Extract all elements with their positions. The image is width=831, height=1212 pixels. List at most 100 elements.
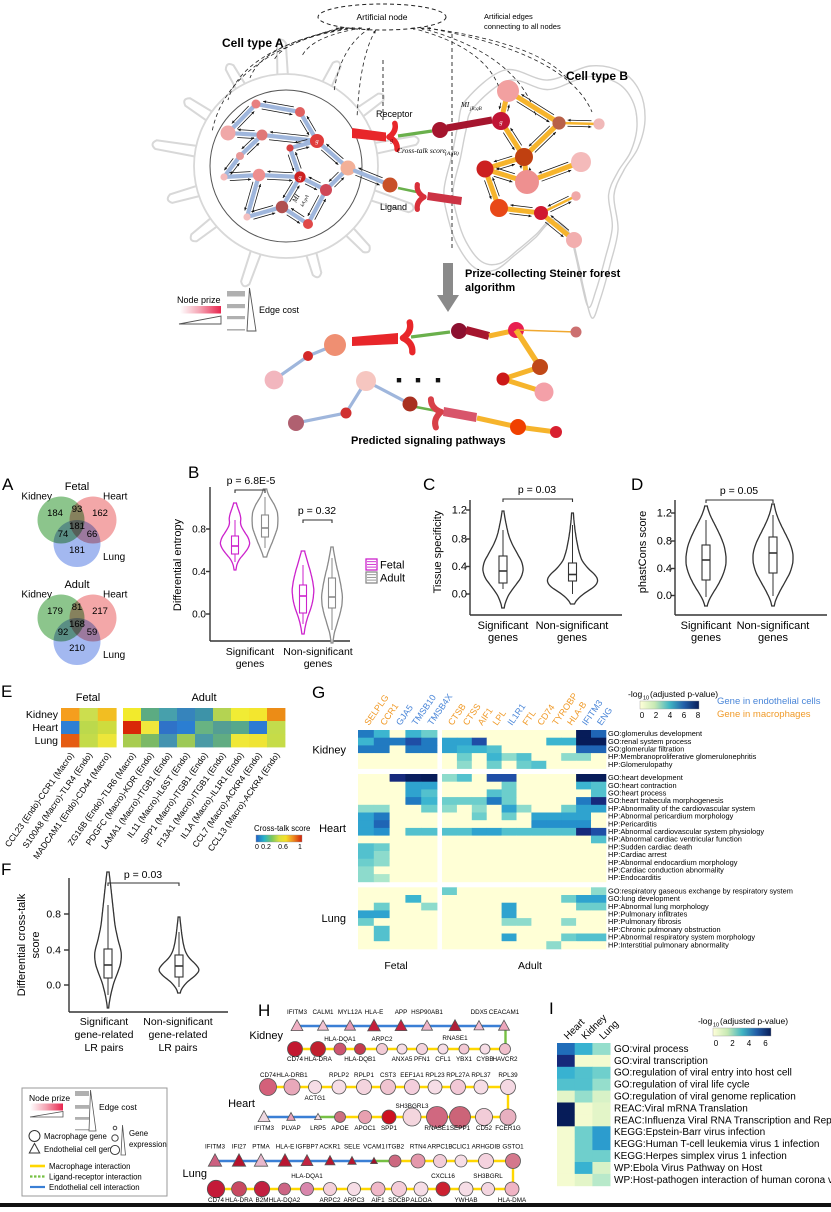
svg-text:(adjusted p-value): (adjusted p-value)	[720, 1016, 788, 1026]
svg-text:ARPC2: ARPC2	[372, 1036, 393, 1043]
svg-text:GO:regulation of viral entry i: GO:regulation of viral entry into host c…	[614, 1068, 792, 1079]
svg-text:LR pairs: LR pairs	[84, 1042, 123, 1054]
svg-text:179: 179	[47, 606, 63, 617]
svg-text:CD74: CD74	[208, 1197, 225, 1204]
svg-text:Adult: Adult	[64, 579, 89, 591]
svg-text:HLA-DQA1: HLA-DQA1	[291, 1173, 323, 1180]
svg-text:B2M: B2M	[256, 1197, 269, 1204]
svg-text:G: G	[312, 683, 325, 702]
svg-text:6: 6	[682, 711, 687, 720]
svg-text:FCER1G: FCER1G	[495, 1125, 521, 1132]
svg-text:score: score	[30, 932, 42, 959]
svg-text:HP:Interstitial pulmonary abno: HP:Interstitial pulmonary abnormality	[608, 940, 729, 949]
svg-text:HLA-DMA: HLA-DMA	[498, 1197, 527, 1204]
svg-text:F: F	[1, 860, 11, 879]
svg-text:(A;jB): (A;jB)	[445, 150, 459, 157]
svg-text:CEACAM1: CEACAM1	[489, 1009, 520, 1016]
svg-text:81: 81	[72, 602, 83, 613]
svg-text:Edge cost: Edge cost	[259, 305, 300, 315]
svg-text:IFITM3: IFITM3	[205, 1144, 225, 1151]
svg-text:Non-significant: Non-significant	[143, 1016, 213, 1028]
svg-text:Gene in macrophages: Gene in macrophages	[717, 709, 811, 720]
svg-text:0.4: 0.4	[192, 567, 206, 578]
svg-text:genes: genes	[236, 658, 265, 670]
svg-text:LRP5: LRP5	[310, 1125, 326, 1132]
svg-text:RNASE1: RNASE1	[442, 1035, 468, 1042]
svg-text:Predicted signaling pathways: Predicted signaling pathways	[351, 435, 506, 447]
svg-text:I: I	[549, 999, 554, 1018]
svg-text:LR pairs: LR pairs	[158, 1042, 197, 1054]
svg-text:CFL1: CFL1	[435, 1056, 451, 1063]
svg-text:Significant: Significant	[478, 620, 529, 632]
svg-text:Prize-collecting Steiner fores: Prize-collecting Steiner forest	[465, 268, 621, 280]
svg-text:HLA-DQA1: HLA-DQA1	[324, 1036, 356, 1043]
svg-text:Edge cost: Edge cost	[99, 1102, 137, 1112]
svg-text:0.4: 0.4	[46, 945, 61, 957]
svg-text:genes: genes	[691, 632, 721, 644]
svg-text:8: 8	[696, 711, 701, 720]
svg-text:PTMA: PTMA	[252, 1144, 270, 1151]
svg-text:0.6: 0.6	[278, 844, 288, 851]
svg-text:Node prize: Node prize	[29, 1093, 70, 1103]
svg-text:162: 162	[92, 508, 108, 519]
svg-text:SH3BGRL3: SH3BGRL3	[396, 1103, 429, 1110]
svg-text:Significant: Significant	[80, 1016, 129, 1028]
svg-text:ARHGDIB: ARHGDIB	[472, 1144, 501, 1151]
svg-text:Cross-talk score: Cross-talk score	[254, 824, 310, 833]
svg-text:IFITM3: IFITM3	[287, 1009, 307, 1016]
svg-text:RPL23: RPL23	[425, 1072, 445, 1079]
svg-text:E: E	[1, 682, 12, 701]
svg-text:93: 93	[72, 504, 83, 515]
svg-text:DDX5: DDX5	[471, 1009, 488, 1016]
svg-text:Ligand-receptor interaction: Ligand-receptor interaction	[49, 1173, 142, 1182]
svg-text:HSP90AB1: HSP90AB1	[411, 1009, 443, 1016]
svg-text:HP:Glomerulopathy: HP:Glomerulopathy	[608, 760, 673, 769]
svg-text:Lung: Lung	[183, 1168, 207, 1180]
svg-text:1: 1	[298, 844, 302, 851]
svg-text:Lung: Lung	[35, 735, 59, 747]
svg-text:connecting to all nodes: connecting to all nodes	[484, 22, 561, 31]
svg-text:CD74: CD74	[287, 1056, 304, 1063]
svg-text:217: 217	[92, 606, 108, 617]
svg-text:Kidney: Kidney	[249, 1030, 283, 1042]
svg-text:0: 0	[714, 1039, 719, 1048]
svg-text:p = 0.32: p = 0.32	[298, 505, 336, 517]
svg-text:HLA-DRA: HLA-DRA	[225, 1197, 253, 1204]
svg-text:1.2: 1.2	[657, 508, 672, 520]
svg-text:GO:viral transcription: GO:viral transcription	[614, 1056, 708, 1067]
svg-text:0: 0	[640, 711, 645, 720]
svg-text:C: C	[423, 475, 435, 494]
svg-text:0.8: 0.8	[192, 525, 206, 536]
svg-text:REAC:Viral mRNA Translation: REAC:Viral mRNA Translation	[614, 1103, 748, 1114]
svg-text:VCAM1: VCAM1	[363, 1144, 385, 1151]
svg-text:ACTG1: ACTG1	[305, 1095, 326, 1102]
svg-text:Kidney: Kidney	[312, 744, 346, 756]
svg-text:10: 10	[713, 1023, 719, 1029]
svg-text:HLA-E: HLA-E	[365, 1009, 384, 1016]
svg-text:H: H	[258, 1001, 270, 1020]
svg-text:AIF1: AIF1	[371, 1197, 385, 1204]
svg-text:RPL39: RPL39	[498, 1072, 518, 1079]
svg-text:p = 0.05: p = 0.05	[720, 485, 758, 497]
svg-text:ITGB2: ITGB2	[386, 1144, 405, 1151]
svg-text:92: 92	[58, 627, 69, 638]
svg-text:4: 4	[668, 711, 673, 720]
svg-text:Differential entropy: Differential entropy	[172, 518, 184, 611]
svg-text:66: 66	[87, 529, 98, 540]
svg-text:Endothelial cell gene: Endothelial cell gene	[44, 1145, 116, 1154]
svg-text:-log: -log	[698, 1016, 712, 1026]
svg-text:genes: genes	[488, 632, 518, 644]
svg-text:Lung: Lung	[103, 650, 125, 661]
svg-text:Cell type A: Cell type A	[222, 36, 284, 50]
svg-text:HLA-DRB1: HLA-DRB1	[276, 1072, 308, 1079]
svg-text:Gene in endothelial cells: Gene in endothelial cells	[717, 696, 821, 707]
svg-text:APOE: APOE	[331, 1125, 349, 1132]
svg-text:Fetal: Fetal	[384, 960, 407, 972]
svg-text:EEF1A1: EEF1A1	[400, 1072, 424, 1079]
svg-text:CD52: CD52	[476, 1125, 493, 1132]
svg-text:genes: genes	[758, 632, 788, 644]
svg-text:0.4: 0.4	[452, 561, 467, 573]
svg-text:Lung: Lung	[322, 913, 346, 925]
svg-text:6: 6	[763, 1039, 768, 1048]
svg-text:expression: expression	[129, 1140, 167, 1149]
